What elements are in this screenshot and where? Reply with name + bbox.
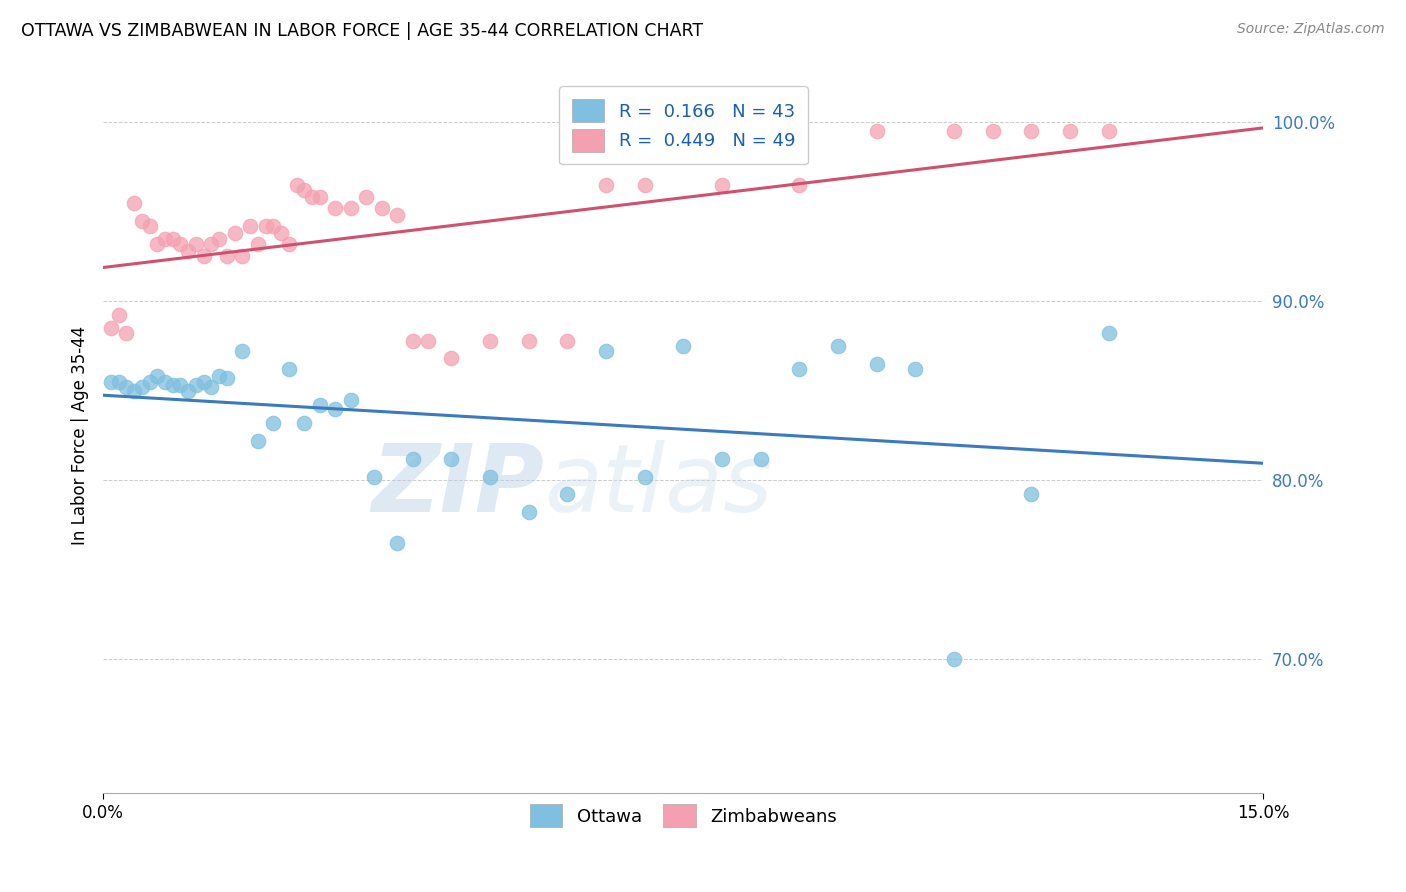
Point — [231, 344, 253, 359]
Point — [153, 375, 176, 389]
Text: atlas: atlas — [544, 440, 772, 531]
Point — [254, 219, 277, 233]
Point — [517, 505, 540, 519]
Point — [153, 231, 176, 245]
Point — [246, 236, 269, 251]
Point — [385, 208, 408, 222]
Point — [169, 378, 191, 392]
Point — [633, 469, 655, 483]
Point — [285, 178, 308, 192]
Point — [131, 213, 153, 227]
Point — [115, 380, 138, 394]
Point — [787, 178, 810, 192]
Point — [138, 375, 160, 389]
Point — [363, 469, 385, 483]
Point — [231, 249, 253, 263]
Point — [277, 236, 299, 251]
Point — [308, 398, 330, 412]
Point — [270, 226, 292, 240]
Point — [100, 375, 122, 389]
Point — [1059, 124, 1081, 138]
Point — [595, 178, 617, 192]
Point — [215, 371, 238, 385]
Point — [292, 416, 315, 430]
Point — [478, 469, 501, 483]
Legend: Ottawa, Zimbabweans: Ottawa, Zimbabweans — [523, 797, 844, 834]
Point — [262, 219, 284, 233]
Point — [1021, 487, 1043, 501]
Point — [339, 201, 361, 215]
Point — [672, 339, 695, 353]
Point — [169, 236, 191, 251]
Point — [162, 378, 184, 392]
Point — [416, 334, 439, 348]
Point — [146, 236, 169, 251]
Point — [440, 351, 463, 366]
Point — [555, 334, 578, 348]
Point — [177, 244, 200, 258]
Point — [215, 249, 238, 263]
Point — [239, 219, 262, 233]
Point — [115, 326, 138, 341]
Point — [177, 384, 200, 398]
Point — [262, 416, 284, 430]
Point — [385, 535, 408, 549]
Point — [138, 219, 160, 233]
Point — [710, 451, 733, 466]
Point — [246, 434, 269, 448]
Point — [100, 321, 122, 335]
Point — [224, 226, 246, 240]
Point — [866, 357, 889, 371]
Point — [193, 375, 215, 389]
Point — [943, 124, 966, 138]
Point — [401, 334, 423, 348]
Point — [555, 487, 578, 501]
Point — [200, 236, 222, 251]
Point — [787, 362, 810, 376]
Point — [193, 249, 215, 263]
Point — [981, 124, 1004, 138]
Point — [904, 362, 927, 376]
Point — [440, 451, 463, 466]
Text: ZIP: ZIP — [371, 440, 544, 532]
Point — [1021, 124, 1043, 138]
Point — [277, 362, 299, 376]
Point — [354, 190, 377, 204]
Text: Source: ZipAtlas.com: Source: ZipAtlas.com — [1237, 22, 1385, 37]
Text: OTTAWA VS ZIMBABWEAN IN LABOR FORCE | AGE 35-44 CORRELATION CHART: OTTAWA VS ZIMBABWEAN IN LABOR FORCE | AG… — [21, 22, 703, 40]
Point — [184, 236, 207, 251]
Point — [107, 309, 129, 323]
Point — [208, 369, 231, 384]
Point — [146, 369, 169, 384]
Point — [710, 178, 733, 192]
Point — [308, 190, 330, 204]
Point — [827, 339, 849, 353]
Point — [866, 124, 889, 138]
Point — [131, 380, 153, 394]
Point — [122, 195, 145, 210]
Point — [1098, 124, 1121, 138]
Point — [162, 231, 184, 245]
Point — [122, 384, 145, 398]
Point — [200, 380, 222, 394]
Point — [292, 183, 315, 197]
Point — [749, 451, 772, 466]
Point — [401, 451, 423, 466]
Point — [633, 178, 655, 192]
Point — [339, 392, 361, 407]
Y-axis label: In Labor Force | Age 35-44: In Labor Force | Age 35-44 — [72, 326, 89, 545]
Point — [517, 334, 540, 348]
Point — [184, 378, 207, 392]
Point — [208, 231, 231, 245]
Point — [595, 344, 617, 359]
Point — [943, 652, 966, 666]
Point — [370, 201, 392, 215]
Point — [301, 190, 323, 204]
Point — [323, 401, 346, 416]
Point — [107, 375, 129, 389]
Point — [1098, 326, 1121, 341]
Point — [478, 334, 501, 348]
Point — [323, 201, 346, 215]
